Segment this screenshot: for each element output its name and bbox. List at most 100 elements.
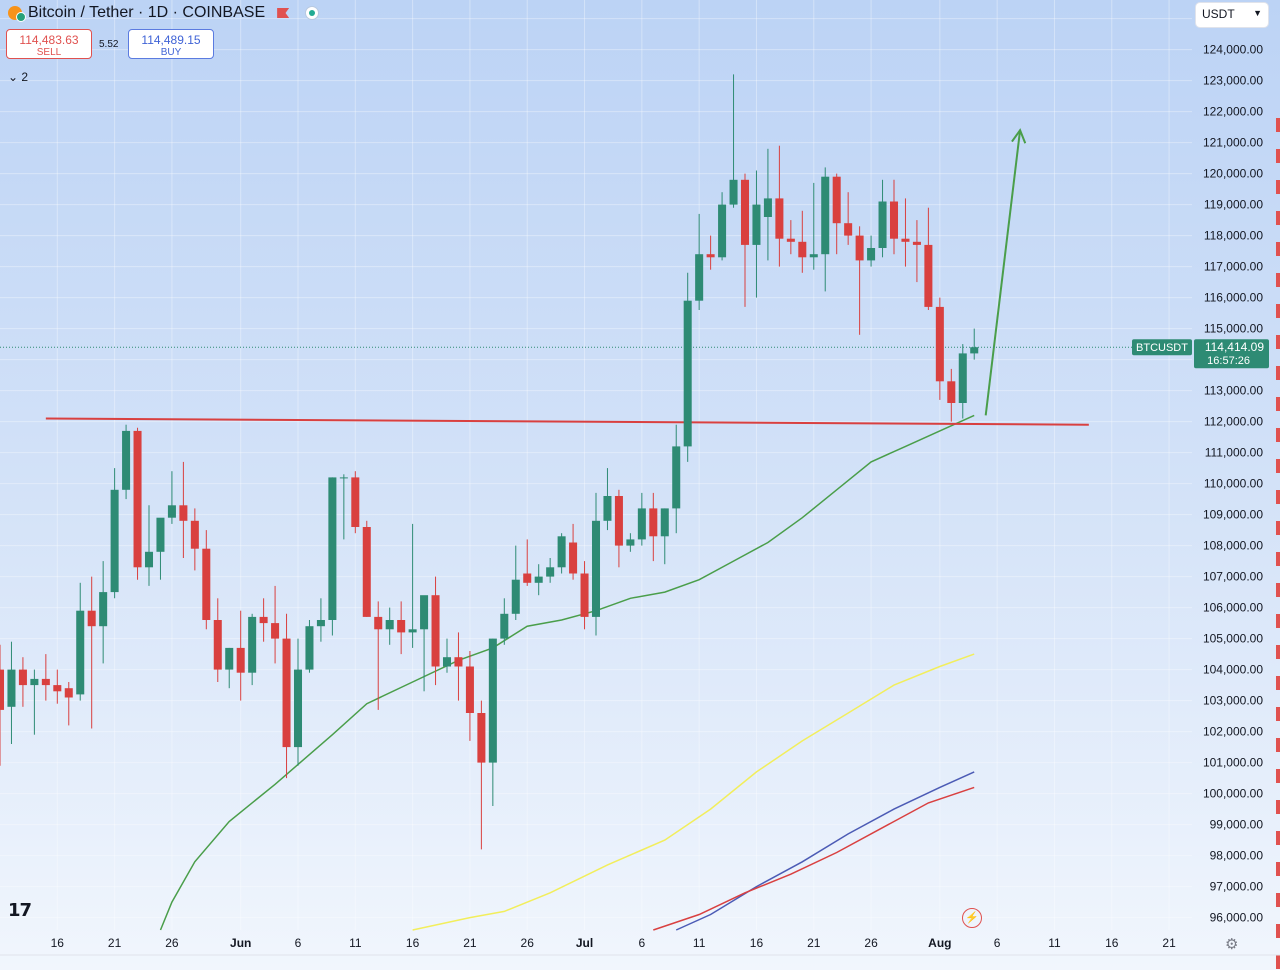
candle-body	[30, 678, 39, 686]
candle-body	[202, 548, 211, 620]
candle-body	[557, 536, 566, 568]
edge-marker	[1276, 614, 1280, 628]
candle-body	[591, 520, 601, 617]
price-tick-label: 108,000.00	[1203, 539, 1263, 553]
edge-marker	[1276, 800, 1280, 814]
edge-marker	[1276, 738, 1280, 752]
edge-marker	[1276, 211, 1280, 225]
price-tick-label: 111,000.00	[1205, 446, 1264, 460]
candle	[672, 424, 681, 534]
candle-body	[408, 629, 417, 633]
time-tick-label: 16	[1105, 936, 1119, 950]
moving-average-line	[675, 771, 975, 931]
candle	[786, 220, 795, 255]
candle	[603, 468, 612, 531]
edge-marker	[1276, 397, 1280, 411]
time-tick-label: 21	[1162, 936, 1176, 950]
settings-gear-icon[interactable]: ⚙	[1225, 936, 1239, 953]
candle-body	[41, 678, 50, 686]
candle	[580, 561, 589, 630]
candle	[637, 492, 646, 546]
candle-body	[0, 669, 5, 710]
candle	[488, 638, 497, 806]
candle-body	[293, 669, 303, 748]
price-tick-label: 110,000.00	[1204, 477, 1263, 491]
edge-marker	[1276, 118, 1280, 132]
candle-body	[397, 620, 406, 633]
price-tick-label: 97,000.00	[1210, 880, 1264, 894]
time-tick-label: 11	[693, 936, 706, 950]
symbol-label-bg	[1132, 339, 1192, 356]
candle	[144, 505, 154, 586]
candle	[167, 471, 176, 524]
candle	[99, 561, 108, 664]
edge-marker	[1276, 149, 1280, 163]
candle	[614, 489, 623, 568]
candle-body	[248, 616, 257, 673]
sell-button[interactable]: 114,483.63 SELL	[6, 29, 92, 59]
price-tick-label: 116,000.00	[1204, 291, 1263, 305]
candle-body	[718, 204, 727, 258]
candle-body	[947, 381, 956, 403]
candle	[775, 145, 784, 267]
candle	[912, 220, 921, 283]
candle	[935, 297, 944, 400]
candle	[729, 74, 738, 208]
lightning-icon[interactable]: ⚡	[962, 908, 982, 928]
candle-body	[385, 620, 394, 630]
candle-body	[855, 235, 864, 261]
candle-body	[637, 508, 646, 540]
edge-marker	[1276, 955, 1280, 969]
candle	[190, 508, 199, 571]
price-tick-label: 106,000.00	[1203, 601, 1263, 615]
candle-body	[465, 666, 474, 713]
time-tick-label: 26	[521, 936, 535, 950]
time-tick-label: 26	[165, 936, 179, 950]
candle	[591, 492, 601, 636]
candle	[763, 148, 772, 261]
price-axis: 96,000.00 97,000.00 98,000.00 99,000.00 100,…	[1203, 12, 1280, 969]
candle-body	[454, 657, 463, 667]
candle-body	[958, 353, 967, 403]
buy-button[interactable]: 114,489.15 BUY	[128, 29, 214, 59]
edge-marker	[1276, 831, 1280, 845]
candle-body	[534, 576, 543, 583]
candle-body	[660, 508, 669, 537]
price-tick-label: 113,000.00	[1204, 384, 1263, 398]
candle	[202, 530, 211, 630]
candle-body	[156, 517, 165, 552]
candle-body	[328, 477, 337, 620]
candle-body	[351, 477, 360, 527]
candle-body	[511, 579, 520, 614]
candle	[706, 235, 715, 270]
candle	[316, 598, 325, 642]
candle	[293, 638, 303, 766]
indicators-toggle[interactable]: ⌄ 2	[8, 70, 28, 84]
moving-average-line	[159, 414, 975, 931]
price-tick-label: 117,000.00	[1204, 260, 1263, 274]
candle-body	[924, 244, 933, 307]
candle-body	[225, 647, 234, 670]
time-tick-label: Jun	[230, 936, 251, 950]
candle	[0, 644, 5, 766]
candle	[18, 657, 27, 707]
candle-body	[878, 201, 887, 248]
candle	[660, 508, 669, 565]
candle	[76, 582, 85, 701]
candle-body	[236, 647, 245, 673]
flag-icon[interactable]	[277, 8, 290, 18]
price-tick-label: 124,000.00	[1203, 43, 1263, 57]
candle-body	[546, 567, 555, 577]
currency-select[interactable]: USDT ▼	[1196, 3, 1268, 27]
price-tick-label: 102,000.00	[1203, 725, 1263, 739]
currency-value: USDT	[1202, 7, 1235, 21]
candle-body	[316, 620, 325, 627]
candle-body	[213, 620, 222, 670]
candle-body	[729, 179, 738, 205]
candle	[351, 471, 360, 534]
candle	[53, 669, 62, 704]
spread-value: 5.52	[99, 39, 119, 50]
candle	[752, 170, 761, 298]
